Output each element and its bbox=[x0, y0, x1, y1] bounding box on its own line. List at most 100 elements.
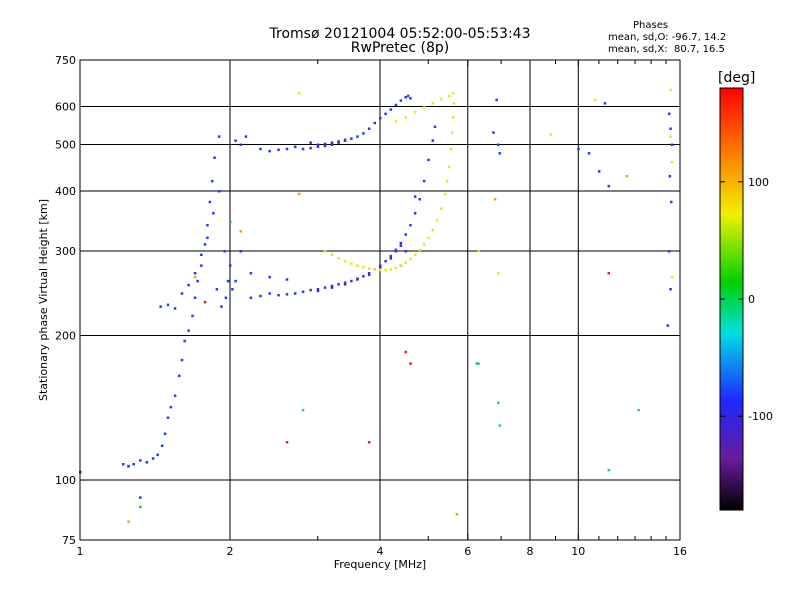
data-point bbox=[356, 278, 359, 281]
data-point bbox=[177, 374, 181, 378]
data-point bbox=[139, 459, 142, 462]
data-point bbox=[268, 292, 271, 295]
data-point bbox=[239, 230, 243, 233]
data-point bbox=[597, 170, 601, 173]
data-point bbox=[293, 145, 297, 149]
data-point bbox=[670, 160, 674, 164]
data-point bbox=[669, 288, 672, 291]
data-point bbox=[362, 275, 365, 278]
data-point bbox=[285, 441, 289, 444]
data-point bbox=[350, 137, 353, 140]
data-point bbox=[297, 92, 301, 95]
colorbar-tick-label: 0 bbox=[748, 293, 755, 306]
data-point bbox=[607, 271, 611, 275]
data-point bbox=[213, 156, 216, 159]
data-point bbox=[220, 305, 223, 308]
data-point bbox=[451, 131, 454, 134]
data-point bbox=[173, 394, 177, 398]
data-point bbox=[229, 220, 232, 224]
colorbar-tick-label: -100 bbox=[748, 410, 773, 423]
data-point bbox=[373, 268, 377, 271]
data-point bbox=[394, 250, 398, 253]
data-point bbox=[156, 453, 159, 457]
data-point bbox=[316, 143, 320, 147]
data-point bbox=[145, 461, 149, 464]
stats-phase-o: mean, sd,O: -96.7, 14.2 bbox=[608, 32, 727, 43]
data-point bbox=[404, 250, 407, 253]
data-point bbox=[399, 241, 403, 245]
data-point bbox=[367, 441, 371, 444]
data-point bbox=[183, 339, 186, 343]
data-point bbox=[277, 148, 280, 152]
data-point bbox=[163, 432, 167, 436]
data-point bbox=[166, 303, 170, 307]
x-tick-label: 6 bbox=[464, 545, 471, 558]
data-points bbox=[79, 88, 674, 523]
data-point bbox=[337, 257, 340, 260]
data-point bbox=[447, 165, 451, 168]
data-point bbox=[577, 147, 580, 151]
data-point bbox=[404, 116, 407, 119]
data-point bbox=[451, 116, 455, 119]
data-point bbox=[330, 284, 334, 288]
data-point bbox=[323, 250, 327, 253]
data-point bbox=[666, 324, 669, 327]
data-point bbox=[316, 289, 320, 293]
data-point bbox=[323, 286, 327, 289]
data-point bbox=[301, 147, 305, 151]
data-point bbox=[169, 405, 173, 409]
data-point bbox=[367, 267, 371, 270]
data-point bbox=[231, 288, 234, 291]
data-point bbox=[277, 293, 280, 297]
x-tick-label: 16 bbox=[673, 545, 687, 558]
data-point bbox=[193, 271, 197, 275]
data-point bbox=[226, 279, 230, 283]
data-point bbox=[409, 362, 412, 365]
data-point bbox=[367, 127, 371, 130]
data-point bbox=[362, 132, 365, 135]
data-point bbox=[210, 179, 214, 183]
data-point bbox=[160, 444, 164, 448]
data-point bbox=[151, 457, 155, 460]
data-point bbox=[389, 254, 393, 258]
data-point bbox=[413, 253, 417, 257]
data-point bbox=[451, 92, 455, 95]
data-point bbox=[196, 279, 199, 283]
data-point bbox=[200, 264, 203, 267]
x-tick-label: 4 bbox=[377, 545, 384, 558]
data-point bbox=[496, 401, 500, 405]
y-tick-label: 600 bbox=[55, 101, 76, 114]
y-tick-label: 300 bbox=[55, 245, 76, 258]
data-point bbox=[350, 279, 353, 283]
data-point bbox=[309, 288, 312, 292]
data-point bbox=[404, 233, 407, 236]
data-point bbox=[343, 259, 347, 263]
data-point bbox=[384, 268, 387, 272]
data-point bbox=[249, 296, 253, 300]
x-axis-ticks: 1 2 4 6 8 10 16 bbox=[77, 60, 687, 558]
data-point bbox=[399, 264, 403, 267]
data-point bbox=[159, 305, 162, 308]
y-tick-label: 500 bbox=[55, 139, 76, 152]
data-point bbox=[234, 279, 237, 283]
data-point bbox=[496, 143, 500, 147]
data-point bbox=[637, 408, 640, 412]
data-point bbox=[409, 97, 412, 100]
data-point bbox=[285, 147, 289, 151]
data-point bbox=[404, 261, 407, 264]
data-point bbox=[399, 244, 403, 248]
colorbar-unit-label: [deg] bbox=[718, 70, 756, 86]
data-point bbox=[268, 275, 271, 279]
data-point bbox=[259, 294, 262, 298]
data-point bbox=[413, 110, 417, 114]
data-point bbox=[443, 192, 447, 196]
data-point bbox=[285, 278, 289, 281]
y-tick-label: 100 bbox=[55, 474, 76, 487]
data-point bbox=[343, 283, 347, 286]
data-point bbox=[493, 198, 497, 201]
data-point bbox=[330, 253, 334, 257]
data-point bbox=[409, 223, 412, 227]
data-point bbox=[409, 257, 412, 261]
data-point bbox=[431, 139, 435, 142]
data-point bbox=[667, 112, 671, 116]
